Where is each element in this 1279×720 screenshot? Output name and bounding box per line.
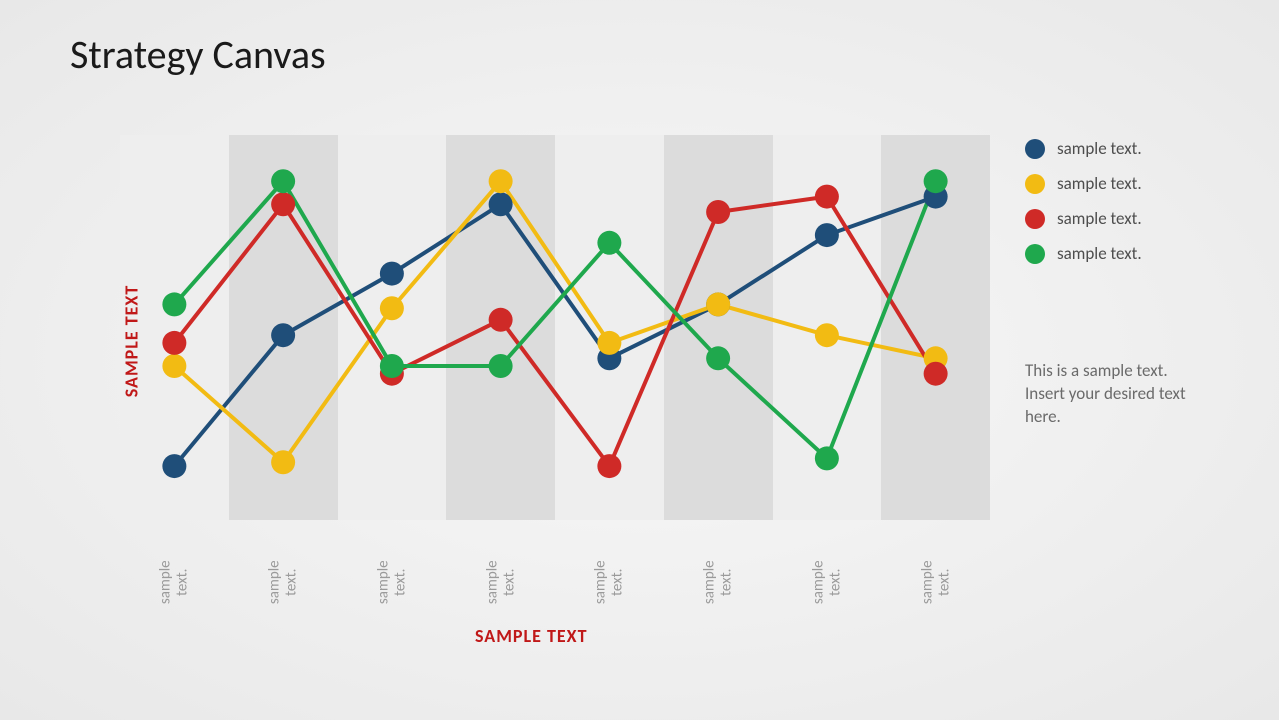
legend-item: sample text. — [1025, 173, 1142, 194]
data-marker — [924, 169, 948, 193]
data-marker — [489, 192, 513, 216]
legend-marker — [1025, 174, 1045, 194]
data-marker — [706, 200, 730, 224]
data-marker — [815, 323, 839, 347]
legend-label: sample text. — [1057, 243, 1142, 264]
legend-item: sample text. — [1025, 208, 1142, 229]
data-marker — [597, 331, 621, 355]
data-marker — [597, 454, 621, 478]
legend-item: sample text. — [1025, 243, 1142, 264]
data-marker — [162, 354, 186, 378]
data-marker — [489, 354, 513, 378]
legend-label: sample text. — [1057, 173, 1142, 194]
data-marker — [706, 346, 730, 370]
data-marker — [597, 231, 621, 255]
data-marker — [489, 308, 513, 332]
page-title: Strategy Canvas — [70, 30, 326, 79]
strategy-canvas-chart — [120, 135, 990, 520]
legend-marker — [1025, 244, 1045, 264]
data-marker — [815, 185, 839, 209]
x-tick-label: sampletext. — [375, 555, 410, 610]
data-marker — [815, 446, 839, 470]
x-tick-label: sampletext. — [701, 555, 736, 610]
data-marker — [380, 262, 404, 286]
data-marker — [380, 296, 404, 320]
data-marker — [162, 454, 186, 478]
data-marker — [271, 450, 295, 474]
data-marker — [271, 192, 295, 216]
series-line — [174, 181, 935, 462]
legend-marker — [1025, 209, 1045, 229]
x-tick-label: sampletext. — [266, 555, 301, 610]
x-tick-label: sampletext. — [158, 555, 193, 610]
data-marker — [815, 223, 839, 247]
y-axis-label: SAMPLE TEXT — [120, 285, 142, 398]
data-marker — [271, 323, 295, 347]
legend-item: sample text. — [1025, 138, 1142, 159]
x-tick-label: sampletext. — [593, 555, 628, 610]
x-axis-label: SAMPLE TEXT — [475, 625, 588, 647]
series-line — [174, 181, 935, 458]
x-tick-label: sampletext. — [919, 555, 954, 610]
legend-label: sample text. — [1057, 208, 1142, 229]
legend-marker — [1025, 139, 1045, 159]
data-marker — [162, 292, 186, 316]
legend-label: sample text. — [1057, 138, 1142, 159]
data-marker — [489, 169, 513, 193]
data-marker — [380, 354, 404, 378]
x-tick-label: sampletext. — [484, 555, 519, 610]
x-tick-label: sampletext. — [810, 555, 845, 610]
side-note: This is a sample text. Insert your desir… — [1025, 360, 1205, 429]
data-marker — [924, 362, 948, 386]
legend: sample text. sample text. sample text. samp… — [1025, 138, 1142, 278]
data-marker — [162, 331, 186, 355]
data-marker — [706, 292, 730, 316]
data-marker — [271, 169, 295, 193]
